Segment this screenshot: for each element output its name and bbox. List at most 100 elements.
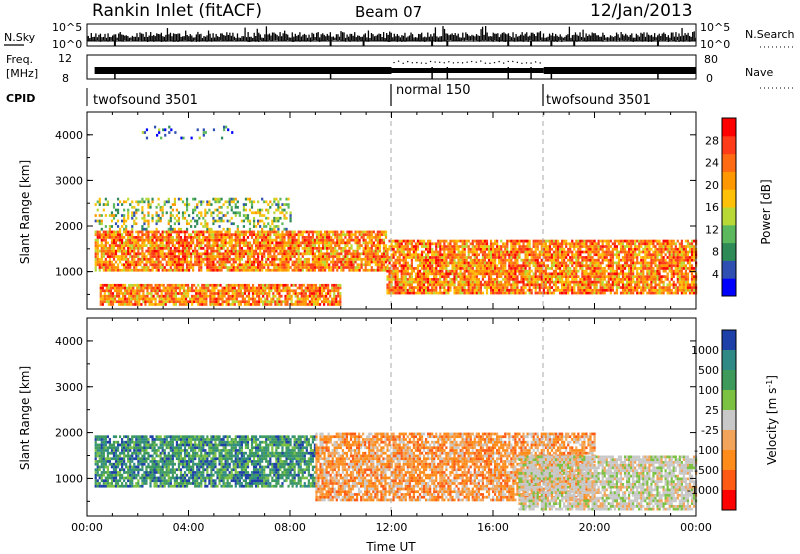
power-cell	[632, 261, 635, 265]
power-cell	[252, 230, 256, 234]
power-cell	[406, 283, 409, 287]
power-cell	[595, 272, 598, 276]
power-cell	[410, 264, 413, 268]
power-cell	[621, 291, 625, 295]
power-cell	[445, 247, 448, 251]
power-cell	[416, 291, 420, 295]
power-cell	[246, 230, 250, 234]
power-cell	[234, 255, 237, 258]
power-cell	[609, 291, 612, 295]
power-cell	[107, 303, 111, 306]
power-cell	[194, 249, 197, 253]
power-cell	[579, 280, 582, 284]
power-cell	[340, 252, 343, 256]
power-cell	[489, 277, 493, 281]
power-cell	[526, 261, 529, 265]
power-cell	[169, 255, 172, 258]
power-cell	[374, 236, 377, 239]
power-cell	[236, 252, 239, 256]
power-cell	[301, 246, 304, 250]
power-cell	[410, 291, 413, 295]
power-cell	[141, 241, 144, 245]
power-cell	[528, 275, 531, 278]
power-cell	[206, 241, 209, 245]
power-cell	[524, 245, 527, 248]
power-cell	[396, 267, 399, 270]
power-cell	[429, 264, 432, 268]
power-cell	[542, 272, 545, 276]
power-cell	[115, 300, 119, 304]
power-cell	[246, 268, 250, 272]
power-cell	[404, 258, 407, 262]
power-cell	[589, 277, 592, 281]
power-cell	[682, 247, 686, 251]
power-cell	[522, 250, 525, 254]
power-cell	[593, 258, 596, 262]
power-cell	[642, 239, 645, 243]
power-cell	[99, 286, 102, 290]
power-cell	[326, 246, 329, 250]
power-cell	[449, 239, 452, 243]
power-cell	[210, 268, 213, 272]
power-cell	[252, 252, 256, 256]
power-cell	[459, 288, 462, 292]
power-cell	[228, 257, 231, 261]
power-cell	[340, 246, 343, 250]
power-cell	[291, 252, 294, 256]
power-cell	[668, 267, 671, 270]
power-cell	[491, 261, 495, 265]
power-cell	[129, 244, 132, 247]
power-cell	[556, 256, 560, 259]
power-cell	[210, 263, 213, 267]
power-cell	[534, 275, 537, 278]
power-cell	[563, 272, 566, 276]
power-cell	[112, 249, 116, 253]
power-cell	[267, 238, 270, 242]
power-cell	[536, 242, 539, 246]
power-cell	[114, 268, 118, 272]
power-cell	[185, 255, 189, 258]
power-cell	[232, 244, 235, 247]
power-cell	[295, 249, 298, 253]
power-cell	[625, 242, 629, 246]
power-cell	[127, 230, 130, 234]
power-cell	[392, 288, 395, 292]
power-cell	[638, 286, 641, 289]
power-cell	[139, 252, 142, 256]
power-cell	[392, 256, 395, 259]
power-cell	[678, 258, 681, 262]
power-cell	[518, 291, 521, 295]
power-cell	[248, 257, 252, 261]
power-cell	[463, 253, 466, 257]
power-cell	[571, 277, 574, 281]
power-cell	[646, 283, 649, 287]
power-cell	[305, 266, 308, 269]
power-cell	[94, 238, 97, 242]
power-cell	[514, 272, 517, 276]
power-cell	[491, 242, 495, 246]
power-cell	[522, 264, 525, 268]
power-cell	[617, 261, 621, 265]
power-cell	[672, 264, 675, 268]
power-cell	[534, 239, 537, 243]
power-cell	[583, 277, 586, 281]
power-cell	[289, 233, 292, 237]
power-cell	[99, 300, 102, 304]
power-cell	[623, 258, 627, 262]
power-cell	[281, 260, 284, 264]
power-cell	[491, 247, 495, 251]
power-cell	[410, 283, 413, 287]
power-cell	[437, 269, 440, 273]
power-cell	[386, 267, 389, 270]
power-cell	[429, 247, 432, 251]
power-cell	[522, 269, 525, 273]
power-cell	[467, 267, 470, 270]
power-cell	[648, 288, 651, 292]
power-cell	[668, 245, 671, 248]
power-cell	[336, 244, 339, 247]
power-cell	[538, 256, 541, 259]
power-cell	[581, 264, 584, 268]
power-cell	[682, 250, 686, 254]
power-cell	[686, 280, 690, 284]
power-cell	[283, 260, 286, 264]
